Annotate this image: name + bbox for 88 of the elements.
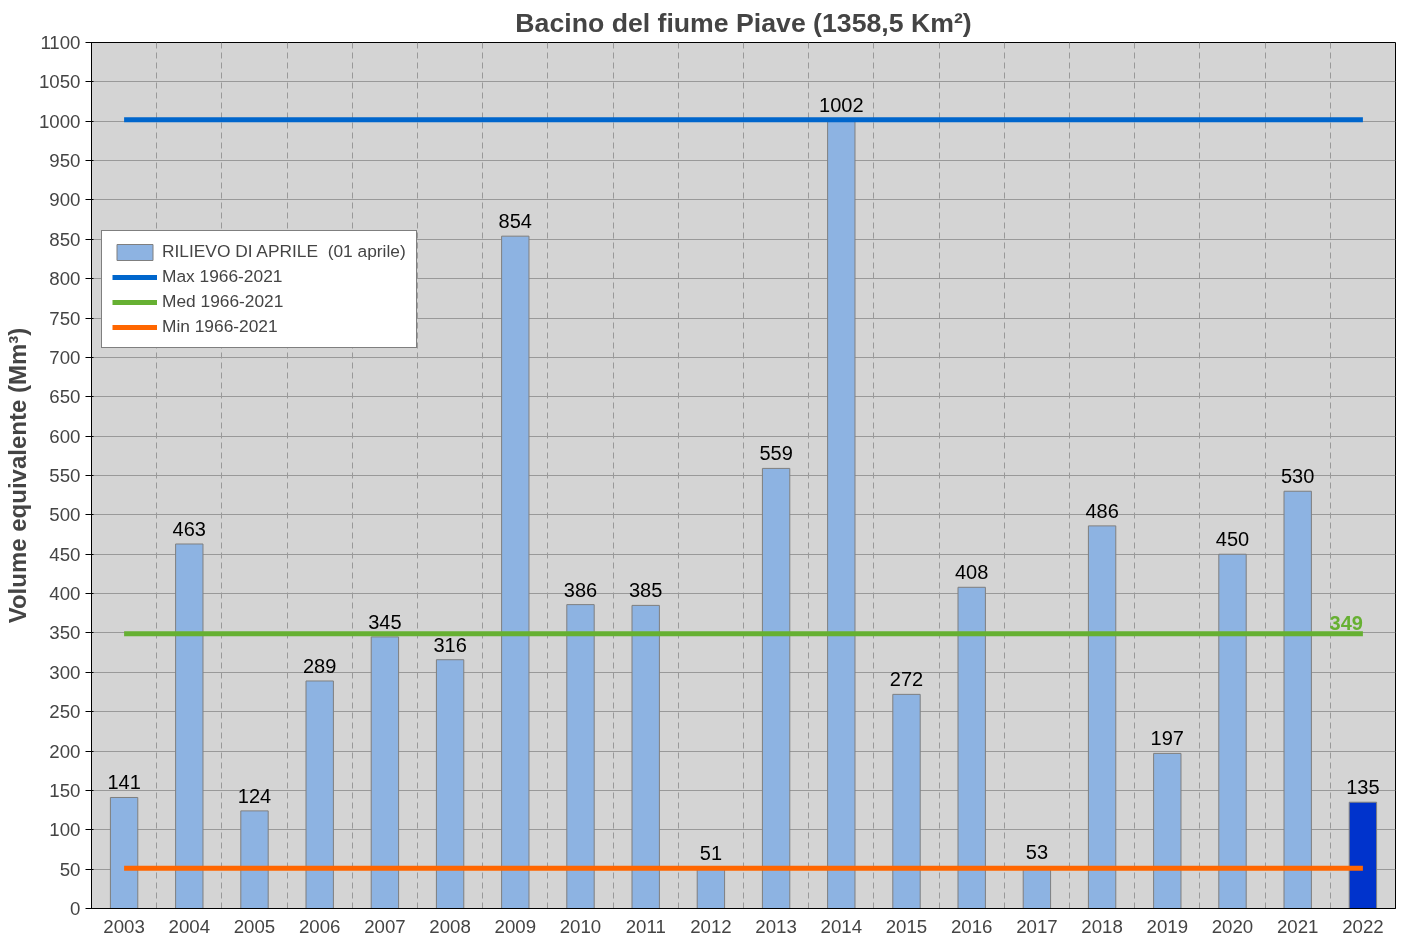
y-tick-label: 750 bbox=[49, 307, 81, 329]
bar bbox=[240, 810, 269, 909]
x-tick-label: 2010 bbox=[559, 915, 602, 937]
x-tick-label: 2021 bbox=[1276, 915, 1319, 937]
legend-label: Med 1966-2021 bbox=[162, 291, 284, 312]
data-label: 135 bbox=[1346, 776, 1380, 799]
y-tick-label: 400 bbox=[49, 583, 81, 605]
data-label: 53 bbox=[1025, 840, 1049, 863]
x-tick-label: 2018 bbox=[1081, 915, 1123, 937]
y-tick-label: 50 bbox=[59, 858, 81, 880]
x-tick-label: 2006 bbox=[298, 915, 341, 937]
y-axis-title: Volume equivalente (Mm³) bbox=[4, 327, 31, 624]
x-tick-label: 2004 bbox=[168, 915, 211, 937]
bar bbox=[501, 235, 530, 909]
x-tick-label: 2009 bbox=[494, 915, 537, 937]
data-label: 272 bbox=[889, 668, 924, 691]
chart-title: Bacino del fiume Piave (1358,5 Km²) bbox=[515, 7, 972, 38]
y-tick-label: 250 bbox=[49, 701, 81, 723]
x-tick-label: 2017 bbox=[1016, 915, 1058, 937]
y-tick-label: 300 bbox=[49, 661, 81, 683]
x-tick-label: 2012 bbox=[690, 915, 732, 937]
bar bbox=[957, 586, 986, 909]
y-tick-label: 500 bbox=[49, 504, 81, 526]
x-tick-label: 2007 bbox=[364, 915, 406, 937]
y-tick-label: 650 bbox=[49, 386, 81, 408]
y-tick-label: 1100 bbox=[40, 32, 81, 53]
x-tick-label: 2019 bbox=[1146, 915, 1189, 937]
y-tick-label: 550 bbox=[49, 465, 81, 486]
x-tick-label: 2014 bbox=[820, 915, 863, 937]
x-tick-label: 2011 bbox=[625, 915, 666, 937]
y-tick-label: 1000 bbox=[39, 110, 81, 132]
x-tick-label: 2016 bbox=[950, 915, 993, 937]
x-tick-label: 2015 bbox=[885, 915, 928, 937]
x-tick-label: 2008 bbox=[429, 915, 471, 937]
x-tick-label: 2013 bbox=[755, 915, 797, 937]
bar bbox=[892, 693, 921, 909]
bar bbox=[175, 543, 204, 909]
y-tick-label: 1050 bbox=[39, 71, 81, 93]
y-tick-label: 350 bbox=[49, 622, 81, 644]
data-label: 854 bbox=[498, 210, 532, 233]
bar bbox=[566, 604, 595, 909]
bar bbox=[1153, 752, 1182, 909]
y-tick-label: 950 bbox=[49, 150, 81, 172]
bar bbox=[1218, 553, 1247, 909]
data-label: 316 bbox=[433, 633, 467, 656]
data-label: 1002 bbox=[819, 93, 864, 116]
y-tick-label: 600 bbox=[49, 425, 81, 447]
data-label: 141 bbox=[107, 771, 141, 794]
x-tick-label: 2003 bbox=[103, 915, 145, 937]
data-label: 345 bbox=[368, 610, 402, 633]
bar bbox=[109, 796, 139, 909]
data-label: 559 bbox=[759, 442, 793, 465]
y-tick-label: 0 bbox=[70, 898, 81, 919]
bar bbox=[631, 604, 660, 909]
y-tick-label: 150 bbox=[49, 779, 81, 801]
bar bbox=[761, 467, 791, 909]
data-label: 408 bbox=[955, 561, 989, 584]
legend-label: Min 1966-2021 bbox=[162, 316, 278, 337]
data-label: 530 bbox=[1281, 465, 1315, 488]
bar bbox=[827, 119, 856, 909]
bar bbox=[1283, 490, 1312, 909]
y-tick-label: 100 bbox=[49, 819, 81, 841]
bar bbox=[305, 680, 334, 909]
y-tick-label: 900 bbox=[49, 189, 81, 211]
legend-label: Max 1966-2021 bbox=[162, 266, 283, 287]
bar bbox=[435, 659, 465, 909]
data-label: 124 bbox=[237, 784, 272, 807]
data-label: 385 bbox=[629, 579, 663, 602]
data-label: 463 bbox=[172, 517, 206, 540]
x-tick-label: 2005 bbox=[233, 915, 276, 937]
data-label: 289 bbox=[303, 654, 337, 677]
bar bbox=[370, 636, 400, 909]
data-label: 51 bbox=[699, 842, 723, 865]
y-tick-label: 200 bbox=[49, 740, 81, 762]
data-label: 197 bbox=[1150, 727, 1184, 750]
bar bbox=[1087, 525, 1117, 909]
y-tick-label: 700 bbox=[49, 346, 81, 368]
y-tick-label: 450 bbox=[49, 543, 81, 565]
data-label: 486 bbox=[1085, 499, 1119, 522]
x-tick-label: 2022 bbox=[1342, 915, 1384, 937]
data-label: 349 bbox=[1329, 611, 1363, 634]
data-label: 450 bbox=[1215, 528, 1250, 551]
legend-label: RILIEVO DI APRILE (01 aprile) bbox=[162, 241, 406, 262]
x-tick-label: 2020 bbox=[1211, 915, 1254, 937]
y-tick-label: 850 bbox=[49, 228, 81, 250]
bar bbox=[1348, 801, 1378, 909]
data-label: 386 bbox=[563, 578, 598, 601]
y-tick-label: 800 bbox=[49, 268, 81, 290]
